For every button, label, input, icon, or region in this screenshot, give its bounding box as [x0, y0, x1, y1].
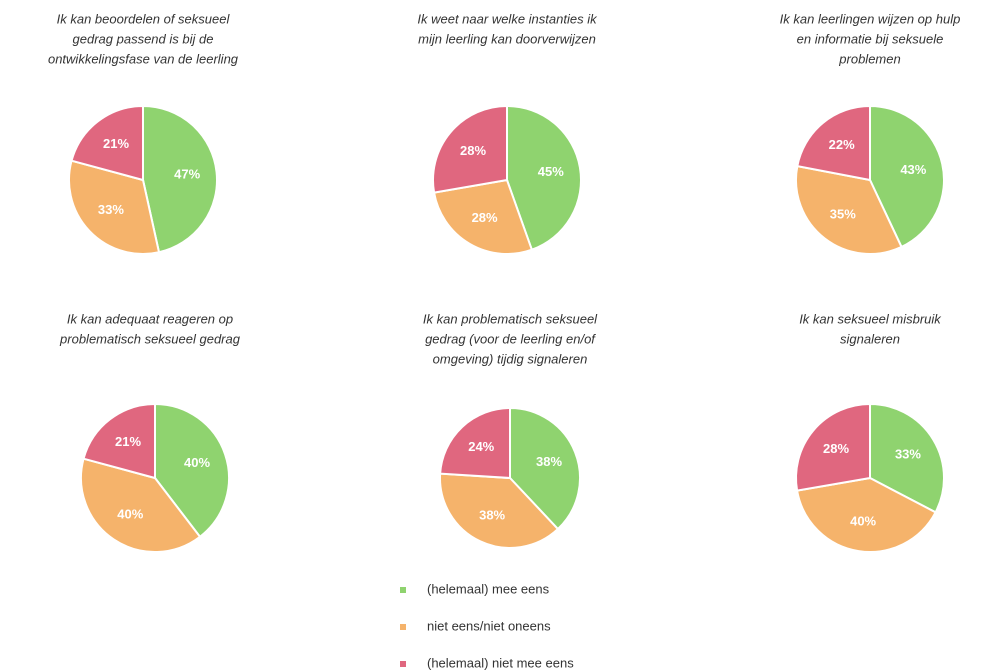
slice-label: 28% — [460, 143, 486, 158]
slice-label: 28% — [472, 210, 498, 225]
slice-label: 40% — [184, 455, 210, 470]
pie-slice — [869, 104, 945, 249]
chart-title: Ik kan beoordelen of seksueel — [57, 11, 231, 26]
slice-label: 40% — [117, 506, 143, 521]
pie-slice — [506, 104, 582, 251]
chart-title: Ik kan adequaat reageren op — [67, 311, 233, 326]
slice-label: 21% — [103, 136, 129, 151]
slice-label: 43% — [900, 162, 926, 177]
pie-slice — [439, 472, 560, 549]
chart-title: gedrag passend is bij de — [73, 31, 214, 46]
pie-slice — [796, 104, 871, 182]
slice-label: 21% — [115, 434, 141, 449]
pie-slice — [795, 402, 871, 492]
legend-swatch — [400, 661, 406, 667]
pie-slice — [68, 159, 161, 255]
pie-slice — [82, 402, 156, 480]
chart-title: omgeving) tijdig signaleren — [433, 351, 588, 366]
slice-label: 24% — [468, 439, 494, 454]
pie-slice — [80, 457, 202, 553]
slice-label: 38% — [536, 454, 562, 469]
chart-title: gedrag (voor de leerling en/of — [425, 331, 596, 346]
slice-label: 33% — [895, 446, 921, 461]
legend-label: (helemaal) mee eens — [427, 581, 550, 596]
slice-label: 22% — [829, 137, 855, 152]
pie-slice — [439, 406, 511, 480]
legend-label: niet eens/niet oneens — [427, 618, 551, 633]
chart-title: Ik kan seksueel misbruik — [799, 311, 942, 326]
pie-slice — [795, 476, 937, 553]
slice-label: 38% — [479, 507, 505, 522]
pie-slice — [432, 104, 508, 194]
chart-title: signaleren — [840, 331, 900, 346]
slice-label: 45% — [538, 164, 564, 179]
pie-slice — [869, 402, 945, 514]
pie-slice — [509, 406, 581, 531]
chart-title: Ik weet naar welke instanties ik — [417, 11, 598, 26]
chart-title: problematisch seksueel gedrag — [59, 331, 241, 346]
chart-title: Ik kan leerlingen wijzen op hulp — [780, 11, 961, 26]
slice-label: 28% — [823, 441, 849, 456]
chart-title: problemen — [838, 51, 900, 66]
legend-swatch — [400, 624, 406, 630]
pie-slice — [432, 178, 534, 255]
chart-title: ontwikkelingsfase van de leerling — [48, 51, 239, 66]
slice-label: 47% — [174, 167, 200, 182]
chart-title: mijn leerling kan doorverwijzen — [418, 31, 596, 46]
pie-slice — [795, 164, 903, 255]
chart-title: en informatie bij seksuele — [797, 31, 944, 46]
pie-slice — [154, 402, 230, 539]
slice-label: 40% — [850, 513, 876, 528]
slice-label: 35% — [830, 207, 856, 222]
pie-slice — [70, 104, 144, 182]
slice-label: 33% — [98, 202, 124, 217]
pie-slice — [142, 104, 218, 254]
chart-title: Ik kan problematisch seksueel — [423, 311, 598, 326]
legend-swatch — [400, 587, 406, 593]
legend-label: (helemaal) niet mee eens — [427, 655, 574, 670]
